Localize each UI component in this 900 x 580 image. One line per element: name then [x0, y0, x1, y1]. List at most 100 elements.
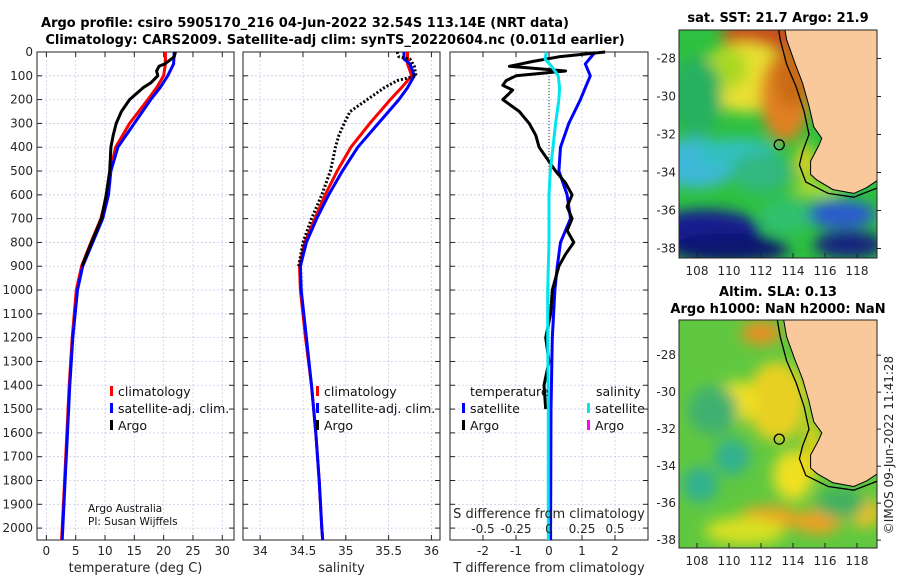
- legend-label: climatology: [324, 384, 397, 399]
- y-tick-label: 1000: [2, 283, 33, 297]
- y-tick-label: 1900: [2, 497, 33, 511]
- map-frame: [678, 29, 878, 259]
- field-patch: [705, 516, 785, 545]
- field-patch: [773, 450, 813, 501]
- y-tick-label: 1500: [2, 402, 33, 416]
- legend-label: Argo: [324, 418, 353, 433]
- undefined-field: [679, 320, 877, 548]
- y-tick-label: 200: [10, 93, 33, 107]
- annotation-text: Argo Australia: [88, 503, 162, 515]
- x-tick-label: 10: [97, 544, 112, 558]
- lat-tick-label: -28: [656, 52, 676, 66]
- y-tick-label: 600: [10, 188, 33, 202]
- y-tick-label: 1600: [2, 426, 33, 440]
- isobath-line: [777, 30, 877, 198]
- field-patch: [760, 198, 810, 235]
- lat-tick-label: -32: [656, 128, 676, 142]
- lat-tick-label: -34: [656, 459, 676, 473]
- y-tick-label: 1700: [2, 450, 33, 464]
- series-line-satellite-adj-clim-: [60, 51, 176, 541]
- x2-tick-label: -0.5: [471, 522, 494, 536]
- series-line-argo: [80, 51, 177, 267]
- legend-label: climatology: [118, 384, 191, 399]
- x-tick-label: -1: [510, 544, 522, 558]
- legend-swatch: [316, 420, 319, 430]
- lat-tick-label: -34: [656, 166, 676, 180]
- lon-tick-label: 114: [782, 264, 805, 278]
- isobath-line: [776, 320, 877, 491]
- legend-title-salinity: salinity: [596, 384, 641, 399]
- x2-tick-label: 0.5: [605, 522, 624, 536]
- x-axis-label: salinity: [318, 561, 365, 576]
- field-patch: [679, 56, 722, 137]
- field-patch: [711, 48, 747, 88]
- lat-tick-label: -38: [656, 242, 676, 256]
- x2-axis-label: S difference from climatology: [453, 507, 645, 522]
- title-line-2: Climatology: CARS2009. Satellite-adj cli…: [45, 33, 624, 48]
- legend-swatch: [587, 403, 590, 413]
- argo-float-marker: [773, 139, 785, 151]
- x-axis-label: T difference from climatology: [452, 561, 645, 576]
- legend-label: satellite-adj. clim.: [324, 401, 435, 416]
- undefined-field: [679, 30, 877, 258]
- plot-frame: [242, 51, 441, 541]
- series-line-t-satellite: [549, 51, 597, 540]
- plot-frame: [36, 51, 235, 541]
- legend-swatch: [587, 420, 590, 430]
- lat-tick-label: -32: [656, 422, 676, 436]
- land-mass: [783, 320, 877, 488]
- lon-tick-label: 108: [686, 554, 709, 568]
- legend-swatch: [462, 420, 465, 430]
- legend-swatch: [110, 386, 113, 396]
- legend-swatch: [316, 403, 319, 413]
- x-tick-label: 25: [185, 544, 200, 558]
- lat-tick-label: -30: [656, 385, 676, 399]
- y-tick-label: 500: [10, 164, 33, 178]
- field-patch: [714, 438, 751, 475]
- x-tick-label: 2: [611, 544, 619, 558]
- field-patch: [682, 466, 719, 503]
- sla-map-subtitle: Argo h1000: NaN h2000: NaN: [670, 302, 885, 317]
- x-tick-label: 15: [127, 544, 142, 558]
- legend-swatch: [462, 403, 465, 413]
- sla-map-title: Altim. SLA: 0.13: [719, 285, 837, 300]
- lon-tick-label: 110: [718, 554, 741, 568]
- lon-tick-label: 112: [750, 554, 773, 568]
- lon-tick-label: 118: [846, 554, 869, 568]
- y-tick-label: 0: [25, 45, 33, 59]
- x-tick-label: 34: [252, 544, 267, 558]
- y-tick-label: 1300: [2, 354, 33, 368]
- title-line-1: Argo profile: csiro 5905170_216 04-Jun-2…: [41, 16, 569, 31]
- lon-tick-label: 110: [718, 264, 741, 278]
- field-patch: [806, 200, 876, 229]
- x2-tick-label: 0.25: [569, 522, 596, 536]
- y-tick-label: 300: [10, 116, 33, 130]
- x2-tick-label: -0.25: [500, 522, 531, 536]
- lat-tick-label: -38: [656, 533, 676, 547]
- x-tick-label: 35.5: [375, 544, 402, 558]
- panel-temperature: 0 5 10 15 20 25 300100200300400500600700800900…: [2, 45, 235, 576]
- legend-label: Argo: [118, 418, 147, 433]
- y-tick-label: 1800: [2, 473, 33, 487]
- credit-text: ©IMOS 09-Jun-2022 11:41:28: [882, 356, 896, 534]
- legend-title-temperature: temperature: [470, 384, 549, 399]
- y-tick-label: 900: [10, 259, 33, 273]
- legend-label: satellite: [470, 401, 520, 416]
- legend-swatch: [110, 420, 113, 430]
- annotation-text: PI: Susan Wijffels: [88, 516, 178, 528]
- g: 108 110 112 114 116 118 -28 -30 -32 -34 -36 -38: [656, 29, 881, 278]
- lon-tick-label: 112: [750, 264, 773, 278]
- x-tick-label: 30: [215, 544, 230, 558]
- x-tick-label: 0: [545, 544, 553, 558]
- legend-label: Argo: [470, 418, 499, 433]
- land-mass: [784, 30, 877, 194]
- lon-tick-label: 116: [814, 554, 837, 568]
- lon-tick-label: 118: [846, 264, 869, 278]
- x-tick-label: 34.5: [290, 544, 317, 558]
- x-tick-label: 1: [578, 544, 586, 558]
- series-line-climatology: [298, 52, 414, 541]
- legend-swatch: [316, 386, 319, 396]
- lat-tick-label: -30: [656, 90, 676, 104]
- lon-tick-label: 114: [782, 554, 805, 568]
